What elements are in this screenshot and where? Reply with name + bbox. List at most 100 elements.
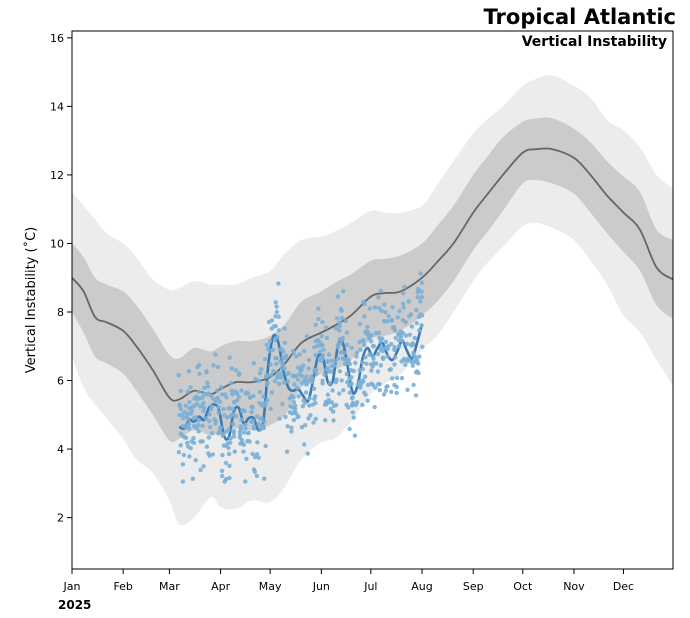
- observation-point: [210, 431, 215, 436]
- observation-point: [326, 397, 332, 403]
- observation-point: [280, 362, 286, 368]
- observation-point: [376, 330, 382, 336]
- observation-point: [188, 446, 193, 451]
- observation-point: [259, 367, 264, 372]
- observation-point: [383, 388, 388, 393]
- observation-point: [253, 376, 258, 382]
- observation-point: [389, 317, 395, 323]
- observation-point: [396, 344, 402, 349]
- observation-point: [334, 316, 340, 321]
- observation-point: [385, 384, 390, 389]
- observation-point: [329, 369, 334, 374]
- observation-point: [261, 423, 266, 429]
- observation-point: [219, 384, 224, 390]
- observation-point: [389, 341, 394, 347]
- observation-point: [226, 427, 231, 432]
- observation-point: [213, 352, 218, 357]
- observation-point: [274, 361, 279, 367]
- observation-point: [185, 417, 191, 422]
- observation-point: [275, 371, 281, 376]
- observation-point: [283, 414, 288, 419]
- observation-point: [178, 406, 184, 412]
- observation-point: [243, 426, 248, 431]
- observation-point: [231, 434, 237, 439]
- observation-point: [189, 411, 194, 416]
- observation-point: [365, 398, 370, 403]
- y-tick-label: 16: [50, 32, 64, 45]
- observation-point: [337, 323, 342, 329]
- observation-point: [411, 342, 416, 347]
- observation-point: [419, 323, 424, 328]
- observation-point: [418, 271, 423, 276]
- climatology-mean-line: [71, 147, 674, 402]
- observation-point: [224, 395, 229, 400]
- observation-point: [186, 426, 192, 431]
- observation-point: [217, 426, 223, 431]
- observation-point: [243, 422, 248, 428]
- observation-point: [263, 443, 268, 449]
- observation-point: [320, 381, 325, 386]
- observation-point: [345, 380, 350, 385]
- observation-point: [201, 408, 206, 414]
- observation-point: [350, 410, 355, 415]
- observation-point: [180, 479, 186, 484]
- observation-point: [360, 378, 365, 383]
- observation-point: [178, 388, 184, 394]
- observation-point: [291, 395, 296, 400]
- observation-point: [377, 387, 382, 393]
- inner-percentile-band: [72, 117, 673, 443]
- observation-point: [373, 385, 378, 390]
- observation-point: [204, 416, 209, 421]
- observation-point: [249, 404, 254, 409]
- observation-point: [380, 336, 385, 341]
- y-tick-label: 2: [57, 512, 64, 525]
- observation-point: [185, 411, 190, 416]
- observation-point: [241, 430, 247, 435]
- observation-point: [401, 301, 406, 307]
- observation-point: [317, 349, 323, 355]
- observation-point: [215, 388, 220, 393]
- observation-point: [375, 351, 381, 357]
- observation-point: [363, 355, 368, 360]
- observation-point: [361, 299, 366, 304]
- observation-point: [374, 361, 379, 366]
- observation-point: [216, 410, 221, 415]
- observation-point: [196, 418, 201, 423]
- observation-point: [197, 371, 202, 376]
- plot-frame: [71, 30, 674, 570]
- observation-point: [229, 366, 234, 371]
- observation-point: [186, 422, 191, 427]
- observation-point: [324, 335, 330, 341]
- observation-point: [391, 325, 397, 330]
- observation-point: [307, 396, 312, 401]
- observation-point: [310, 376, 315, 382]
- observation-point: [312, 345, 317, 350]
- observation-point: [230, 392, 235, 397]
- observation-point: [419, 289, 424, 294]
- observation-point: [349, 396, 355, 401]
- observation-point: [239, 437, 244, 443]
- x-tick-label: Mar: [159, 580, 180, 593]
- observation-point: [341, 289, 346, 294]
- observation-point: [205, 380, 210, 385]
- observation-point: [239, 388, 244, 393]
- observation-point: [263, 357, 268, 362]
- points-layer: [176, 271, 425, 484]
- observation-point: [274, 304, 279, 309]
- observation-point: [301, 363, 306, 368]
- observation-point: [305, 451, 310, 456]
- observation-point: [389, 389, 394, 394]
- observation-point: [414, 308, 419, 313]
- observation-point: [357, 339, 362, 345]
- observation-point: [176, 373, 181, 378]
- observation-point: [204, 444, 210, 449]
- observation-point: [392, 362, 397, 367]
- observation-point: [365, 382, 371, 388]
- observation-point: [416, 361, 421, 366]
- observation-point: [221, 406, 226, 412]
- observation-point: [194, 401, 200, 406]
- y-tick-label: 6: [57, 375, 64, 388]
- observation-point: [408, 312, 414, 317]
- observation-point: [308, 413, 313, 418]
- observation-point: [403, 362, 408, 367]
